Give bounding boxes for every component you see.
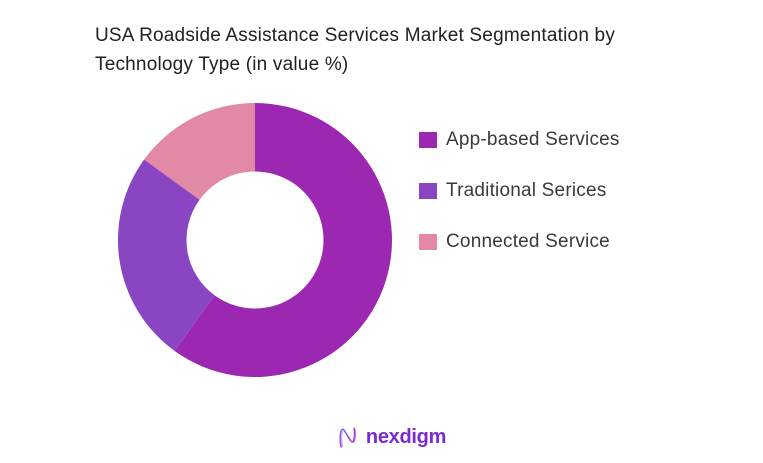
legend-label: Connected Service <box>446 231 610 252</box>
legend-swatch <box>419 183 437 199</box>
legend-item-connected-service: Connected Service <box>419 231 620 253</box>
legend-swatch <box>419 234 437 250</box>
legend: App-based Services Traditional Serices Con… <box>419 129 620 282</box>
chart-title-line1: USA Roadside Assistance Services Market … <box>95 25 616 46</box>
legend-label: App-based Services <box>446 129 620 150</box>
donut-slice-traditional-serices <box>117 159 215 351</box>
donut-chart <box>117 103 392 377</box>
brand-name: nexdigm <box>365 425 447 448</box>
legend-swatch <box>419 132 437 148</box>
chart-title-line2: Technology Type (in value %) <box>95 54 349 75</box>
donut-slice-app-based-services <box>174 103 392 377</box>
legend-item-traditional-serices: Traditional Serices <box>419 180 620 202</box>
nexdigm-logo-icon <box>339 427 356 448</box>
brand-footer: nexdigm <box>10 424 763 450</box>
chart-title: USA Roadside Assistance Services Market … <box>95 21 695 79</box>
legend-item-app-based-services: App-based Services <box>419 129 620 151</box>
donut-slice-connected-service <box>144 103 255 200</box>
legend-label: Traditional Serices <box>446 180 607 201</box>
